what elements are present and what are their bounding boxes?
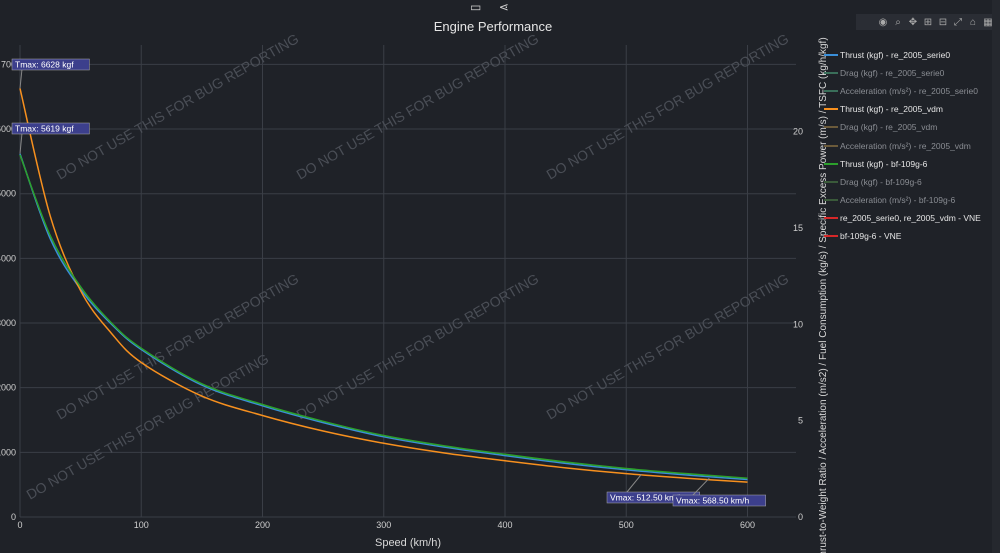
legend-item[interactable]: Acceleration (m/s²) - bf-109g-6 (823, 191, 999, 209)
zoom-out-icon[interactable]: ⊟ (938, 16, 948, 28)
legend-item[interactable]: re_2005_serie0, re_2005_vdm - VNE (823, 209, 999, 227)
legend-item[interactable]: bf-109g-6 - VNE (823, 227, 999, 245)
y2-axis-label: Thrust-to-Weight Ratio / Acceleration (m… (818, 37, 829, 553)
scrollbar[interactable] (992, 0, 1000, 553)
x-tick-label: 0 (17, 520, 22, 530)
annotation-arrow (692, 477, 710, 496)
modebar: ◉ ⌕ ✥ ⊞ ⊟ ⤢ ⌂ ▦ (856, 14, 996, 30)
annotation-text: Vmax: 568.50 km/h (676, 496, 750, 506)
y2-tick-label: 10 (793, 319, 803, 329)
x-tick-label: 200 (255, 520, 270, 530)
home-icon[interactable]: ⌂ (969, 16, 977, 28)
legend-swatch (824, 90, 838, 93)
legend-item[interactable]: Thrust (kgf) - re_2005_vdm (823, 100, 999, 118)
legend-swatch (824, 72, 838, 75)
save-icon[interactable]: ▭ (470, 0, 482, 14)
annotation-text: Tmax: 6628 kgf (15, 60, 74, 70)
legend-swatch (824, 144, 838, 147)
legend-item[interactable]: Acceleration (m/s²) - re_2005_serie0 (823, 82, 999, 100)
legend-label: Drag (kgf) - bf-109g-6 (840, 176, 922, 187)
legend-swatch (824, 234, 838, 237)
watermark-text: DO NOT USE THIS FOR BUG REPORTING (294, 30, 542, 182)
autoscale-icon[interactable]: ⤢ (954, 16, 962, 28)
legend-label: Acceleration (m/s²) - bf-109g-6 (840, 194, 956, 205)
y2-tick-label: 0 (798, 512, 803, 522)
annotation-text: Tmax: 5619 kgf (15, 124, 74, 134)
top-toolbar: ▭ ⋖ (470, 0, 523, 14)
y2-tick-label: 5 (798, 416, 803, 426)
series-line (19, 88, 748, 483)
y-tick-label: 4000 (0, 253, 16, 263)
legend-swatch (824, 180, 838, 183)
x-tick-label: 500 (619, 520, 634, 530)
legend-item[interactable]: Drag (kgf) - re_2005_serie0 (823, 64, 999, 82)
legend-label: bf-109g-6 - VNE (840, 230, 902, 241)
series-line (19, 154, 748, 479)
x-tick-label: 300 (376, 520, 391, 530)
y-tick-label: 1000 (0, 447, 16, 457)
watermark-text: DO NOT USE THIS FOR BUG REPORTING (54, 30, 302, 182)
annotation-box (672, 494, 766, 507)
y-tick-label: 2000 (0, 383, 16, 393)
legend-swatch (824, 108, 838, 111)
legend-label: Acceleration (m/s²) - re_2005_vdm (840, 140, 971, 151)
share-icon[interactable]: ⋖ (498, 0, 509, 14)
y2-tick-label: 20 (793, 127, 803, 137)
camera-icon[interactable]: ◉ (878, 16, 888, 28)
pan-icon[interactable]: ✥ (908, 16, 918, 28)
annotation-box (11, 122, 90, 135)
legend: Thrust (kgf) - re_2005_serie0 Drag (kgf) … (823, 46, 999, 245)
watermark-text: DO NOT USE THIS FOR BUG REPORTING (24, 350, 272, 502)
legend-item[interactable]: Drag (kgf) - re_2005_vdm (823, 118, 999, 136)
annotation-arrow (19, 132, 23, 154)
plotly-logo-icon[interactable]: ▦ (983, 16, 993, 28)
legend-label: Thrust (kgf) - re_2005_vdm (840, 104, 943, 115)
legend-swatch (824, 162, 838, 165)
legend-swatch (824, 126, 838, 129)
legend-swatch (824, 198, 838, 201)
annotation-arrow (19, 68, 23, 89)
legend-label: Drag (kgf) - re_2005_serie0 (840, 68, 945, 79)
legend-swatch (824, 54, 838, 57)
legend-label: Acceleration (m/s²) - re_2005_serie0 (840, 86, 978, 97)
legend-label: re_2005_serie0, re_2005_vdm - VNE (840, 212, 981, 223)
watermark-text: DO NOT USE THIS FOR BUG REPORTING (544, 270, 792, 422)
y2-tick-label: 15 (793, 223, 803, 233)
series-line (19, 153, 748, 481)
y-tick-label: 3000 (0, 318, 16, 328)
legend-label: Thrust (kgf) - bf-109g-6 (840, 158, 928, 169)
annotation-arrow (626, 474, 642, 493)
y-tick-label: 700 (1, 59, 16, 69)
x-tick-label: 400 (497, 520, 512, 530)
legend-label: Drag (kgf) - re_2005_vdm (840, 122, 938, 133)
x-axis-label: Speed (km/h) (374, 537, 442, 549)
legend-item[interactable]: Drag (kgf) - bf-109g-6 (823, 173, 999, 191)
zoom-in-icon[interactable]: ⊞ (923, 16, 933, 28)
y-tick-label: 5000 (0, 189, 16, 199)
annotation-text: Vmax: 512.50 km/h (610, 493, 684, 503)
watermark-text: DO NOT USE THIS FOR BUG REPORTING (544, 30, 792, 182)
legend-item[interactable]: Thrust (kgf) - bf-109g-6 (823, 155, 999, 173)
x-tick-label: 600 (740, 520, 755, 530)
legend-item[interactable]: Acceleration (m/s²) - re_2005_vdm (823, 136, 999, 154)
legend-item[interactable]: Thrust (kgf) - re_2005_serie0 (823, 46, 999, 64)
zoom-icon[interactable]: ⌕ (895, 16, 901, 28)
chart-title: Engine Performance (433, 19, 553, 34)
legend-swatch (824, 216, 838, 219)
x-tick-label: 100 (134, 520, 149, 530)
annotation-box (11, 58, 90, 71)
y-tick-label: 0 (11, 512, 16, 522)
watermark-text: DO NOT USE THIS FOR BUG REPORTING (294, 270, 542, 422)
legend-label: Thrust (kgf) - re_2005_serie0 (840, 50, 951, 61)
